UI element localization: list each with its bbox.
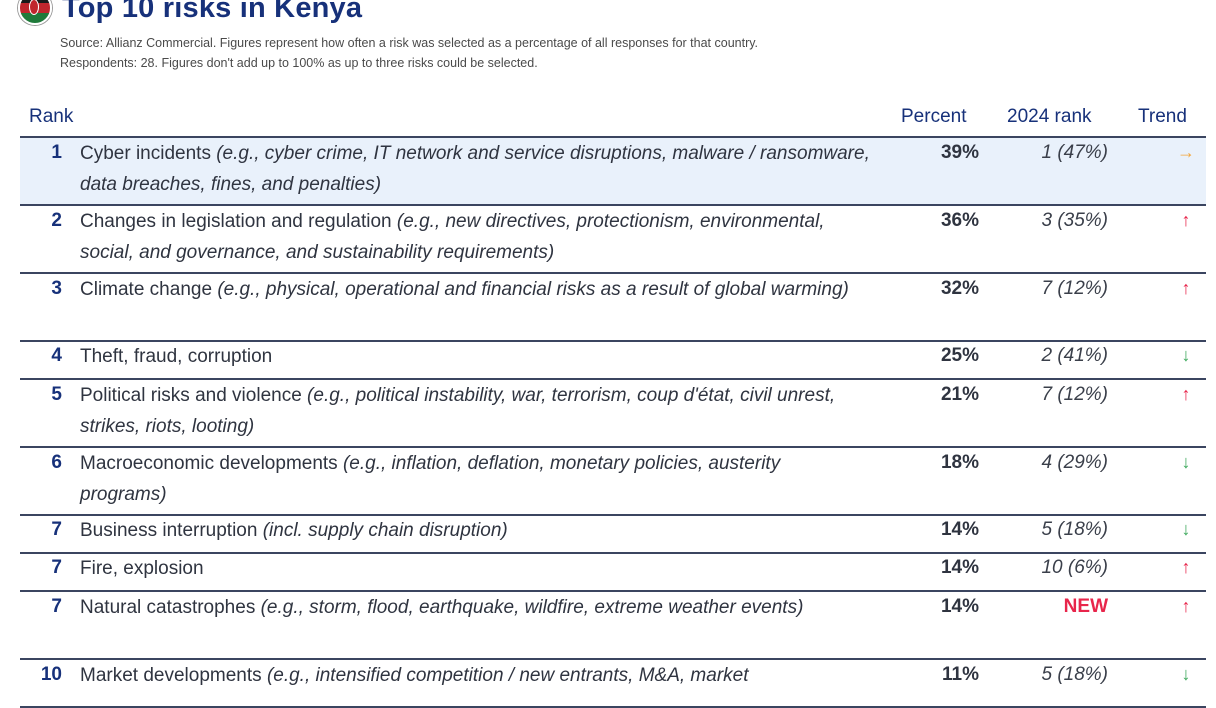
risk-description: Business interruption (incl. supply chai…	[80, 515, 870, 546]
percent-cell: 11%	[942, 664, 979, 685]
table-row: 6 Macroeconomic developments (e.g., infla…	[20, 448, 1206, 516]
risk-label: Business interruption	[80, 520, 258, 541]
rank-cell: 7	[51, 519, 62, 540]
rank-cell: 2	[51, 210, 62, 231]
percent-cell: 18%	[940, 452, 979, 473]
risk-table: Rank Percent 2024 rank Trend 1 Cyber inci…	[20, 100, 1206, 708]
risk-example: (e.g., physical, operational and financi…	[217, 279, 849, 300]
arrow-up-icon: ↑	[1181, 210, 1191, 230]
risk-example: (e.g., intensified competition / new ent…	[266, 665, 749, 686]
table-row: 4 Theft, fraud, corruption 25% 2 (41%) ↓	[20, 342, 1206, 380]
risk-description: Market developments (e.g., intensified c…	[80, 660, 870, 691]
arrow-right-icon: →	[1177, 142, 1195, 162]
risk-label: Natural catastrophes	[80, 597, 256, 618]
rank-cell: 10	[40, 664, 62, 685]
percent-cell: 14%	[940, 596, 979, 617]
source-line-1: Source: Allianz Commercial. Figures repr…	[60, 36, 759, 50]
risk-label: Changes in legislation and regulation	[80, 211, 392, 232]
risk-label: Climate change	[80, 279, 213, 300]
risk-label: Theft, fraud, corruption	[80, 346, 273, 367]
arrow-up-icon: ↑	[1181, 596, 1191, 616]
table-row: 2 Changes in legislation and regulation (…	[20, 206, 1206, 274]
risk-example: (e.g., cyber crime, IT network and servi…	[80, 143, 870, 195]
risk-description: Climate change (e.g., physical, operatio…	[80, 274, 870, 305]
risk-description: Fire, explosion	[80, 553, 870, 584]
risk-label: Political risks and violence	[80, 385, 302, 406]
rank-cell: 6	[51, 452, 62, 473]
percent-cell: 14%	[940, 557, 979, 578]
page-title: Top 10 risks in Kenya	[62, 0, 363, 24]
arrow-down-icon: ↓	[1181, 519, 1191, 539]
previous-rank-cell: 7 (12%)	[1041, 384, 1108, 405]
header: Top 10 risks in Kenya	[18, 0, 362, 26]
risk-label: Macroeconomic developments	[80, 453, 338, 474]
risk-example: (e.g., storm, flood, earthquake, wildfir…	[260, 597, 804, 618]
risk-example: (e.g., political instability, war, terro…	[80, 385, 836, 437]
previous-rank-cell: 5 (18%)	[1041, 664, 1108, 685]
risk-description: Theft, fraud, corruption	[80, 341, 870, 372]
source-line-2: Respondents: 28. Figures don't add up to…	[60, 56, 538, 70]
risk-description: Political risks and violence (e.g., poli…	[80, 380, 870, 442]
column-header-2024-rank: 2024 rank	[1007, 106, 1092, 127]
table-body: 1 Cyber incidents (e.g., cyber crime, IT …	[20, 138, 1206, 708]
column-header-rank: Rank	[29, 106, 74, 127]
previous-rank-cell: NEW	[1063, 596, 1108, 617]
table-row: 3 Climate change (e.g., physical, operati…	[20, 274, 1206, 342]
table-row: 10 Market developments (e.g., intensified…	[20, 660, 1206, 708]
percent-cell: 32%	[940, 278, 979, 299]
rank-cell: 1	[51, 142, 62, 163]
rank-cell: 5	[51, 384, 62, 405]
previous-rank-cell: 10 (6%)	[1041, 557, 1108, 578]
previous-rank-cell: 5 (18%)	[1041, 519, 1108, 540]
risk-label: Market developments	[80, 665, 262, 686]
rank-cell: 4	[51, 345, 62, 366]
risk-example: (e.g., new directives, protectionism, en…	[80, 211, 825, 263]
arrow-up-icon: ↑	[1181, 557, 1191, 577]
percent-cell: 25%	[940, 345, 979, 366]
percent-cell: 21%	[940, 384, 979, 405]
arrow-up-icon: ↑	[1181, 278, 1191, 298]
risk-description: Macroeconomic developments (e.g., inflat…	[80, 448, 870, 510]
kenya-flag-icon	[18, 0, 52, 25]
risk-label: Fire, explosion	[80, 558, 204, 579]
previous-rank-cell: 4 (29%)	[1041, 452, 1108, 473]
risk-description: Changes in legislation and regulation (e…	[80, 206, 870, 268]
risk-example: (incl. supply chain disruption)	[262, 520, 508, 541]
risk-description: Natural catastrophes (e.g., storm, flood…	[80, 592, 870, 623]
table-row: 1 Cyber incidents (e.g., cyber crime, IT …	[20, 138, 1206, 206]
percent-cell: 14%	[940, 519, 979, 540]
table-row: 7 Natural catastrophes (e.g., storm, floo…	[20, 592, 1206, 660]
arrow-up-icon: ↑	[1181, 384, 1191, 404]
column-header-percent: Percent	[901, 106, 967, 127]
table-row: 7 Fire, explosion 14% 10 (6%) ↑	[20, 554, 1206, 592]
rank-cell: 7	[51, 596, 62, 617]
arrow-down-icon: ↓	[1181, 345, 1191, 365]
column-header-trend: Trend	[1138, 106, 1187, 127]
risk-example: (e.g., inflation, deflation, monetary po…	[80, 453, 781, 505]
rank-cell: 3	[51, 278, 62, 299]
risk-description: Cyber incidents (e.g., cyber crime, IT n…	[80, 138, 870, 200]
previous-rank-cell: 7 (12%)	[1041, 278, 1108, 299]
table-header: Rank Percent 2024 rank Trend	[20, 100, 1206, 138]
arrow-down-icon: ↓	[1181, 664, 1191, 684]
arrow-down-icon: ↓	[1181, 452, 1191, 472]
table-row: 5 Political risks and violence (e.g., pol…	[20, 380, 1206, 448]
previous-rank-cell: 2 (41%)	[1041, 345, 1108, 366]
previous-rank-cell: 1 (47%)	[1041, 142, 1108, 163]
source-note: Source: Allianz Commercial. Figures repr…	[60, 33, 758, 73]
table-row: 7 Business interruption (incl. supply cha…	[20, 516, 1206, 554]
rank-cell: 7	[51, 557, 62, 578]
risk-label: Cyber incidents	[80, 143, 211, 164]
percent-cell: 36%	[940, 210, 979, 231]
percent-cell: 39%	[940, 142, 979, 163]
previous-rank-cell: 3 (35%)	[1041, 210, 1108, 231]
